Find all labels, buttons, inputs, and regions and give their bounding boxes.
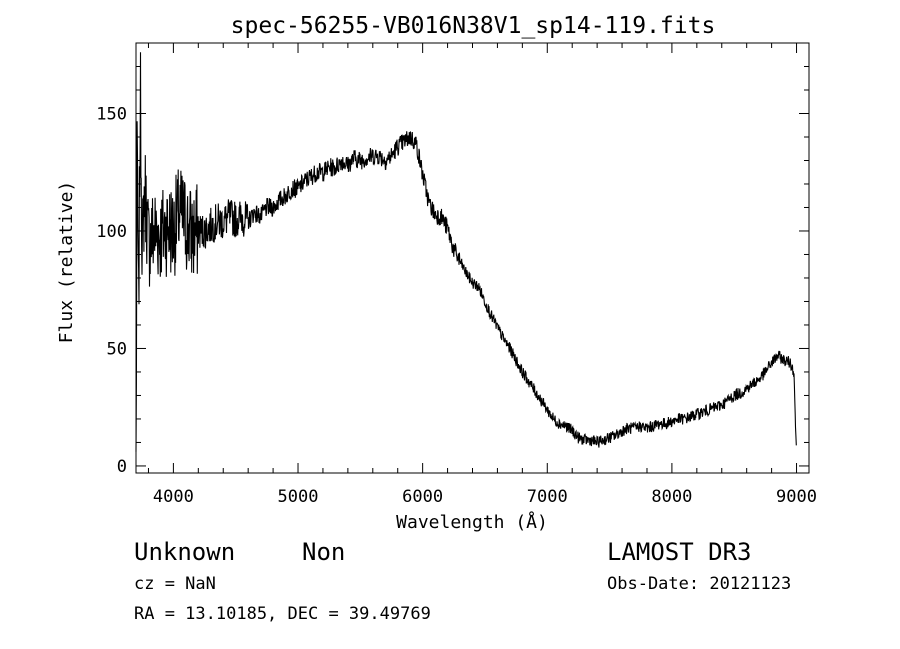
plot-frame <box>135 42 810 474</box>
x-tick-label: 6000 <box>402 487 443 507</box>
class-type: Unknown <box>134 538 236 566</box>
redshift-cz: cz = NaN <box>134 574 216 594</box>
y-tick-label: 100 <box>96 222 127 242</box>
y-axis-label: Flux (relative) <box>56 181 77 344</box>
y-tick-label: 0 <box>117 457 127 477</box>
y-tick-label: 150 <box>96 104 127 124</box>
x-tick-label: 7000 <box>527 487 568 507</box>
x-axis-label: Wavelength (Å) <box>396 511 548 533</box>
obs-date: Obs-Date: 20121123 <box>607 574 792 594</box>
x-tick-label: 8000 <box>651 487 692 507</box>
x-tick-label: 4000 <box>153 487 194 507</box>
survey-label: LAMOST DR3 <box>607 538 752 566</box>
y-tick-label: 50 <box>107 339 127 359</box>
chart-title: spec-56255-VB016N38V1_sp14-119.fits <box>231 13 716 39</box>
x-tick-label: 9000 <box>776 487 817 507</box>
x-axis: 4000 5000 6000 7000 8000 9000 <box>147 43 817 507</box>
ra-dec-coordinates: RA = 13.10185, DEC = 39.49769 <box>134 604 431 624</box>
x-tick-label: 5000 <box>278 487 319 507</box>
spectrum-series-line <box>135 52 797 452</box>
subclass: Non <box>302 538 346 566</box>
